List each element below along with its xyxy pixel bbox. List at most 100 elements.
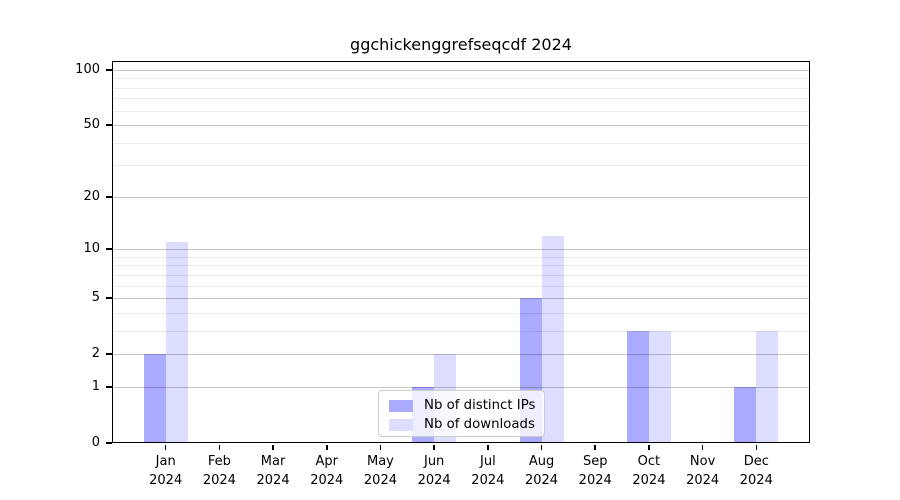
x-tick-label-may: May 2024	[353, 452, 407, 490]
bar-distinct-ips-jan	[143, 354, 166, 443]
x-tick-month: Jul	[480, 454, 496, 469]
bar-distinct-ips-oct	[626, 330, 649, 443]
minor-gridline	[112, 78, 810, 80]
x-tick-month: Aug	[528, 454, 555, 469]
y-tick	[106, 196, 112, 198]
x-tick-label-mar: Mar 2024	[246, 452, 300, 490]
x-tick-month: Sep	[582, 454, 608, 469]
major-gridline	[112, 70, 810, 71]
x-tick-month: Jan	[155, 454, 176, 469]
x-tick-label-feb: Feb 2024	[192, 452, 246, 490]
major-gridline	[112, 298, 810, 300]
x-tick	[164, 444, 167, 450]
y-tick	[106, 248, 112, 250]
x-tick-label-jun: Jun 2024	[407, 452, 461, 490]
legend: Nb of distinct IPs Nb of downloads	[378, 390, 545, 437]
minor-gridline	[112, 142, 810, 144]
bar-downloads-oct	[648, 330, 671, 443]
x-tick-year: 2024	[202, 473, 236, 488]
x-tick	[433, 444, 435, 450]
bar-distinct-ips-dec	[734, 386, 757, 443]
y-tick-label-1: 1	[91, 378, 100, 394]
chart-title: ggchickenggrefseqcdf 2024	[350, 35, 572, 54]
legend-label-downloads: Nb of downloads	[424, 417, 535, 432]
y-tick	[106, 124, 112, 127]
x-tick-month: May	[367, 454, 394, 469]
x-tick-month: Oct	[637, 454, 661, 469]
x-tick-year: 2024	[417, 473, 451, 488]
x-tick-year: 2024	[578, 473, 612, 488]
x-tick-month: Nov	[689, 454, 716, 469]
x-tick-month: Feb	[207, 454, 231, 469]
legend-label-distinct-ips: Nb of distinct IPs	[424, 398, 536, 413]
legend-swatch-distinct-ips-icon	[389, 399, 413, 412]
y-tick-label-10: 10	[83, 241, 100, 257]
x-tick-year: 2024	[256, 473, 290, 488]
x-tick	[648, 444, 650, 450]
x-tick-month: Mar	[260, 454, 286, 469]
minor-gridline	[112, 265, 810, 267]
minor-gridline	[112, 87, 810, 89]
bar-downloads-dec	[756, 330, 779, 443]
y-tick-label-0: 0	[91, 435, 100, 450]
y-tick	[106, 386, 112, 388]
major-gridline	[112, 125, 810, 127]
x-tick-label-jan: Jan 2024	[139, 452, 193, 490]
x-tick	[594, 444, 597, 450]
x-tick-year: 2024	[686, 473, 720, 488]
x-tick	[379, 444, 382, 450]
x-tick-year: 2024	[149, 473, 183, 488]
y-tick	[106, 297, 112, 299]
y-tick-label-5: 5	[91, 290, 100, 306]
minor-gridline	[112, 330, 810, 332]
major-gridline	[112, 196, 810, 198]
x-tick-year: 2024	[471, 473, 505, 488]
x-tick-label-dec: Dec 2024	[729, 452, 783, 490]
minor-gridline	[112, 165, 810, 167]
y-tick	[106, 442, 112, 444]
minor-gridline	[112, 110, 810, 112]
x-tick-label-apr: Apr 2024	[300, 452, 354, 490]
y-tick	[106, 69, 112, 71]
y-tick-label-2: 2	[91, 346, 100, 362]
x-tick	[325, 444, 328, 450]
minor-gridline	[112, 98, 810, 100]
plot-frame	[112, 61, 810, 443]
y-tick-label-20: 20	[83, 188, 100, 204]
x-tick	[755, 444, 758, 450]
bar-downloads-jan	[165, 242, 188, 443]
x-tick-year: 2024	[632, 473, 666, 488]
legend-item-distinct-ips: Nb of distinct IPs	[389, 396, 536, 415]
x-tick-month: Apr	[315, 454, 339, 469]
minor-gridline	[112, 285, 810, 287]
x-tick-label-jul: Jul 2024	[461, 452, 515, 490]
x-tick-label-nov: Nov 2024	[676, 452, 730, 490]
bar-downloads-aug	[541, 235, 564, 443]
x-tick-label-sep: Sep 2024	[568, 452, 622, 490]
major-gridline	[112, 386, 810, 388]
x-tick	[272, 444, 274, 450]
x-tick-year: 2024	[524, 473, 559, 488]
x-tick	[701, 444, 704, 450]
legend-item-downloads: Nb of downloads	[389, 415, 535, 434]
y-tick-label-50: 50	[83, 117, 100, 133]
major-gridline	[112, 354, 810, 356]
x-tick-year: 2024	[310, 473, 344, 488]
major-gridline	[112, 249, 810, 251]
legend-swatch-downloads-icon	[389, 418, 413, 431]
x-tick	[540, 444, 543, 450]
x-tick-month: Dec	[743, 454, 769, 469]
x-tick-label-oct: Oct 2024	[622, 452, 676, 490]
y-tick-label-100: 100	[75, 62, 100, 77]
x-tick	[218, 444, 221, 450]
y-tick	[106, 353, 112, 355]
minor-gridline	[112, 274, 810, 276]
x-tick	[487, 444, 489, 450]
minor-gridline	[112, 256, 810, 258]
x-tick-label-aug: Aug 2024	[515, 452, 569, 490]
x-tick-year: 2024	[739, 473, 773, 488]
x-tick-year: 2024	[363, 473, 397, 488]
minor-gridline	[112, 312, 810, 314]
